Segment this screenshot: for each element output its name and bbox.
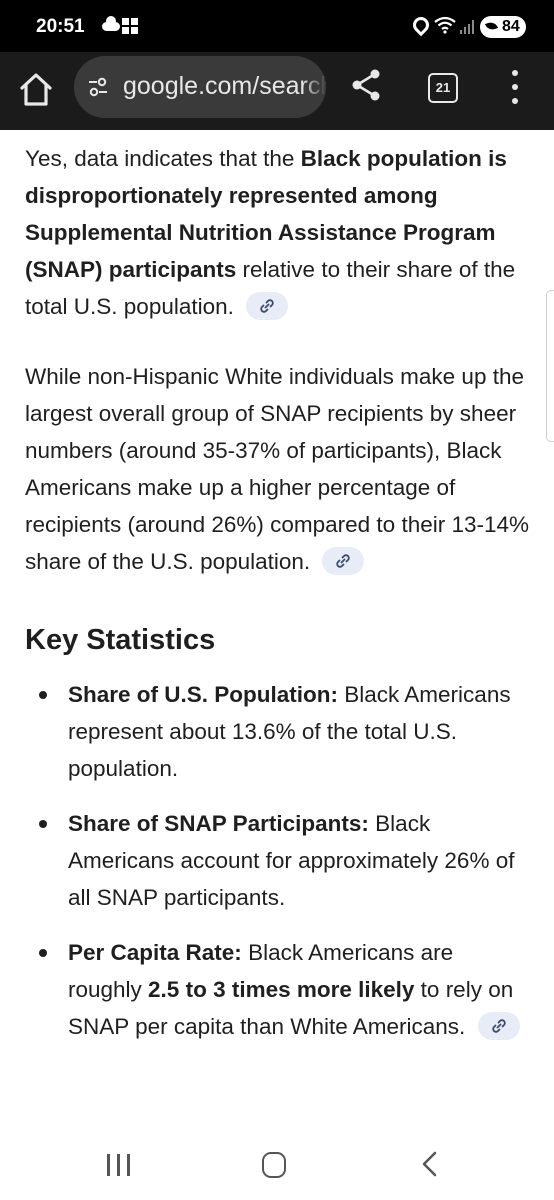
citation-link-button[interactable] [322,547,365,576]
answer-paragraph-1: Yes, data indicates that the Black popul… [25,146,516,321]
list-item: Per Capita Rate: Black Americans are rou… [25,934,530,1045]
wifi-icon [434,16,456,39]
browser-toolbar: google.com/search 21 [0,52,554,130]
status-bar: 20:51 84 [0,0,554,52]
list-item: Share of U.S. Population: Black American… [25,676,530,787]
list-item: Share of SNAP Participants: Black Americ… [25,805,530,916]
key-statistics-list: Share of U.S. Population: Black American… [25,676,530,1045]
bullet-icon [39,820,47,828]
bullet-icon [39,949,47,957]
bold-text: Black population is disproportionately r… [25,146,507,282]
ai-answer: Yes, data indicates that the Black popul… [25,140,530,1063]
citation-link-button[interactable] [246,292,289,321]
more-vert-icon[interactable] [508,70,522,104]
status-time: 20:51 [36,16,85,37]
home-icon[interactable] [262,1152,286,1178]
share-icon [352,69,380,101]
cloud-icon [102,16,120,31]
tabs-button[interactable]: 21 [428,73,458,103]
back-icon[interactable] [420,1151,440,1177]
answer-paragraph-2: While non-Hispanic White individuals mak… [25,364,530,576]
leaf-icon [484,20,499,32]
recents-icon[interactable] [107,1154,131,1176]
battery-icon: 84 [480,16,526,38]
url-text[interactable]: google.com/search [123,72,326,100]
system-nav-bar [0,1128,554,1200]
battery-level: 84 [502,18,520,35]
location-icon [409,13,433,37]
link-icon [336,554,351,568]
windows-icon [122,18,138,34]
signal-icon [460,20,476,34]
section-heading: Key Statistics [25,624,216,656]
home-button[interactable] [18,70,54,108]
tab-count: 21 [435,80,451,95]
scrollbar-handle[interactable] [546,290,554,442]
share-button[interactable] [350,68,382,102]
link-icon [491,1019,506,1033]
link-icon [260,299,274,313]
home-icon [20,73,52,106]
url-bar[interactable]: google.com/search [74,56,326,118]
tune-icon[interactable] [87,77,109,97]
bullet-icon [39,691,47,699]
citation-link-button[interactable] [477,1012,520,1041]
